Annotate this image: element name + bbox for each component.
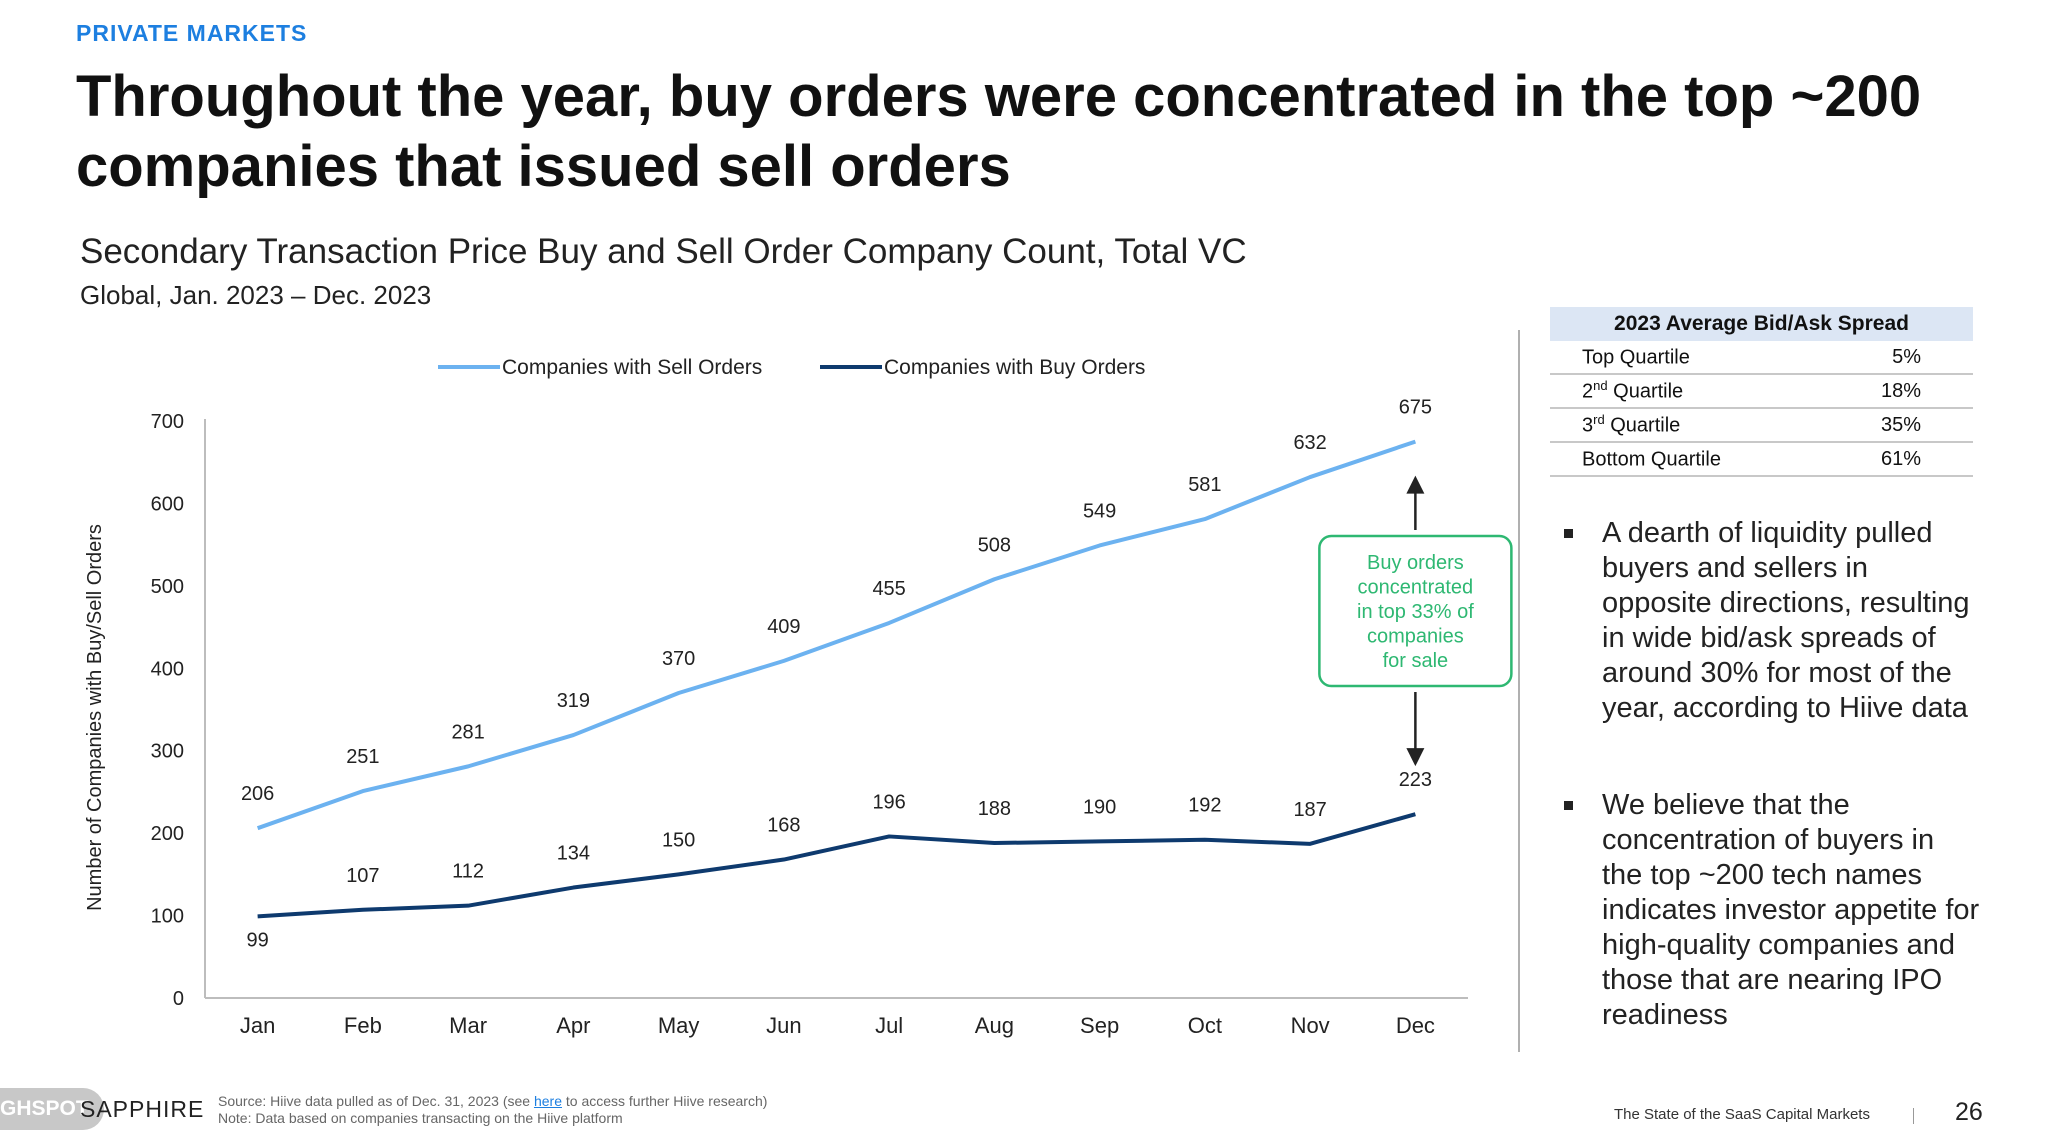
table-row: Bottom Quartile 61% xyxy=(1550,442,1973,477)
annotation-text: Buy orders xyxy=(1367,552,1464,574)
report-title: The State of the SaaS Capital Markets xyxy=(1614,1106,1870,1123)
bullet-icon xyxy=(1564,801,1573,810)
x-tick-label: Nov xyxy=(1291,1013,1330,1038)
annotation-text: for sale xyxy=(1383,650,1449,672)
x-tick-label: Sep xyxy=(1080,1013,1119,1038)
table-row: 3rd Quartile 35% xyxy=(1550,408,1973,443)
data-label: 223 xyxy=(1399,769,1432,791)
annotation-box xyxy=(1318,534,1513,688)
data-label: 455 xyxy=(872,578,905,600)
data-label: 409 xyxy=(767,616,800,638)
table-header: 2023 Average Bid/Ask Spread xyxy=(1550,307,1973,341)
legend-label: Companies with Sell Orders xyxy=(502,356,762,379)
annotation-text: companies xyxy=(1367,626,1464,648)
data-label: 206 xyxy=(241,783,274,805)
source-text: Source: Hiive data pulled as of Dec. 31,… xyxy=(218,1093,534,1109)
source-link[interactable]: here xyxy=(533,1093,562,1109)
y-tick-label: 700 xyxy=(151,411,184,433)
y-tick-label: 0 xyxy=(173,988,184,1010)
data-label: 107 xyxy=(346,865,379,887)
x-tick-label: Oct xyxy=(1188,1013,1222,1038)
y-tick-label: 500 xyxy=(151,576,184,598)
y-tick-label: 100 xyxy=(151,906,184,928)
bullet-list: A dearth of liquidity pulled buyers and … xyxy=(1550,516,1980,1095)
data-label: 508 xyxy=(978,534,1011,556)
quartile-label: Bottom Quartile xyxy=(1550,442,1825,477)
data-label: 281 xyxy=(451,721,484,743)
source-text-end: to access further Hiive research) xyxy=(562,1093,768,1109)
source-note: Source: Hiive data pulled as of Dec. 31,… xyxy=(218,1093,767,1127)
spread-value: 5% xyxy=(1824,341,1973,375)
y-tick-label: 400 xyxy=(151,658,184,680)
annotation-text: in top 33% of xyxy=(1357,601,1474,623)
vertical-divider xyxy=(1518,330,1520,1052)
data-label: 168 xyxy=(767,815,800,837)
data-label: 99 xyxy=(247,929,269,951)
bullet-item: We believe that the concentration of buy… xyxy=(1550,788,1980,1033)
arrow-down-icon xyxy=(1406,748,1425,767)
data-label: 251 xyxy=(346,746,379,768)
data-label: 150 xyxy=(662,829,695,851)
data-label: 632 xyxy=(1293,432,1326,454)
table-row: 2nd Quartile 18% xyxy=(1550,374,1973,409)
spread-value: 61% xyxy=(1824,442,1973,477)
data-label: 581 xyxy=(1188,474,1221,496)
y-axis-title: Number of Companies with Buy/Sell Orders xyxy=(84,524,106,911)
x-tick-label: Mar xyxy=(449,1013,487,1038)
line-chart: 0 100 200 300 400 500 600 700 Number of Companie… xyxy=(84,356,1513,1038)
series-line-buy xyxy=(257,812,1416,919)
page-number: 26 xyxy=(1955,1098,1983,1126)
data-label: 188 xyxy=(978,798,1011,820)
y-tick-label: 200 xyxy=(151,823,184,845)
series-line-sell xyxy=(256,439,1417,831)
bid-ask-spread-table: 2023 Average Bid/Ask Spread Top Quartile… xyxy=(1550,307,1973,477)
data-label: 134 xyxy=(557,843,590,865)
data-label: 370 xyxy=(662,648,695,670)
data-label: 187 xyxy=(1293,799,1326,821)
data-label: 675 xyxy=(1399,397,1432,419)
watermark-badge: GHSPOT xyxy=(0,1088,104,1130)
page-headline: Throughout the year, buy orders were con… xyxy=(76,64,1922,199)
bullet-item: A dearth of liquidity pulled buyers and … xyxy=(1550,516,1980,726)
x-tick-label: May xyxy=(658,1013,700,1038)
bullet-icon xyxy=(1564,529,1573,538)
table-row: Top Quartile 5% xyxy=(1550,341,1973,375)
chart-title: Secondary Transaction Price Buy and Sell… xyxy=(80,232,1247,271)
x-tick-label: Jul xyxy=(875,1013,903,1038)
data-label: 549 xyxy=(1083,500,1116,522)
annotation-text: concentrated xyxy=(1358,577,1474,599)
legend-label: Companies with Buy Orders xyxy=(884,356,1145,379)
arrow-up-icon xyxy=(1406,475,1425,494)
footer-separator xyxy=(1913,1108,1914,1124)
data-label: 196 xyxy=(872,791,905,813)
spread-value: 35% xyxy=(1824,408,1973,443)
data-label: 192 xyxy=(1188,795,1221,817)
x-tick-label: Dec xyxy=(1396,1013,1435,1038)
section-tag: PRIVATE MARKETS xyxy=(76,20,308,46)
y-tick-label: 300 xyxy=(151,741,184,763)
data-label: 112 xyxy=(452,861,484,883)
data-label: 190 xyxy=(1083,796,1116,818)
y-tick-label: 600 xyxy=(151,493,184,515)
quartile-label: 3rd Quartile xyxy=(1550,408,1825,443)
x-tick-label: Apr xyxy=(556,1013,590,1038)
x-tick-label: Jun xyxy=(766,1013,801,1038)
spread-value: 18% xyxy=(1824,374,1973,409)
x-tick-label: Aug xyxy=(975,1013,1014,1038)
data-label: 319 xyxy=(557,690,590,712)
data-note: Note: Data based on companies transactin… xyxy=(218,1110,623,1126)
x-tick-label: Jan xyxy=(240,1013,275,1038)
bullet-text: We believe that the concentration of buy… xyxy=(1602,789,1980,1031)
brand-logo: SAPPHIRE xyxy=(80,1096,205,1122)
bullet-text: A dearth of liquidity pulled buyers and … xyxy=(1602,517,1970,724)
x-tick-label: Feb xyxy=(344,1013,382,1038)
quartile-label: Top Quartile xyxy=(1550,341,1825,375)
quartile-label: 2nd Quartile xyxy=(1550,374,1825,409)
chart-subtitle: Global, Jan. 2023 – Dec. 2023 xyxy=(80,280,432,310)
